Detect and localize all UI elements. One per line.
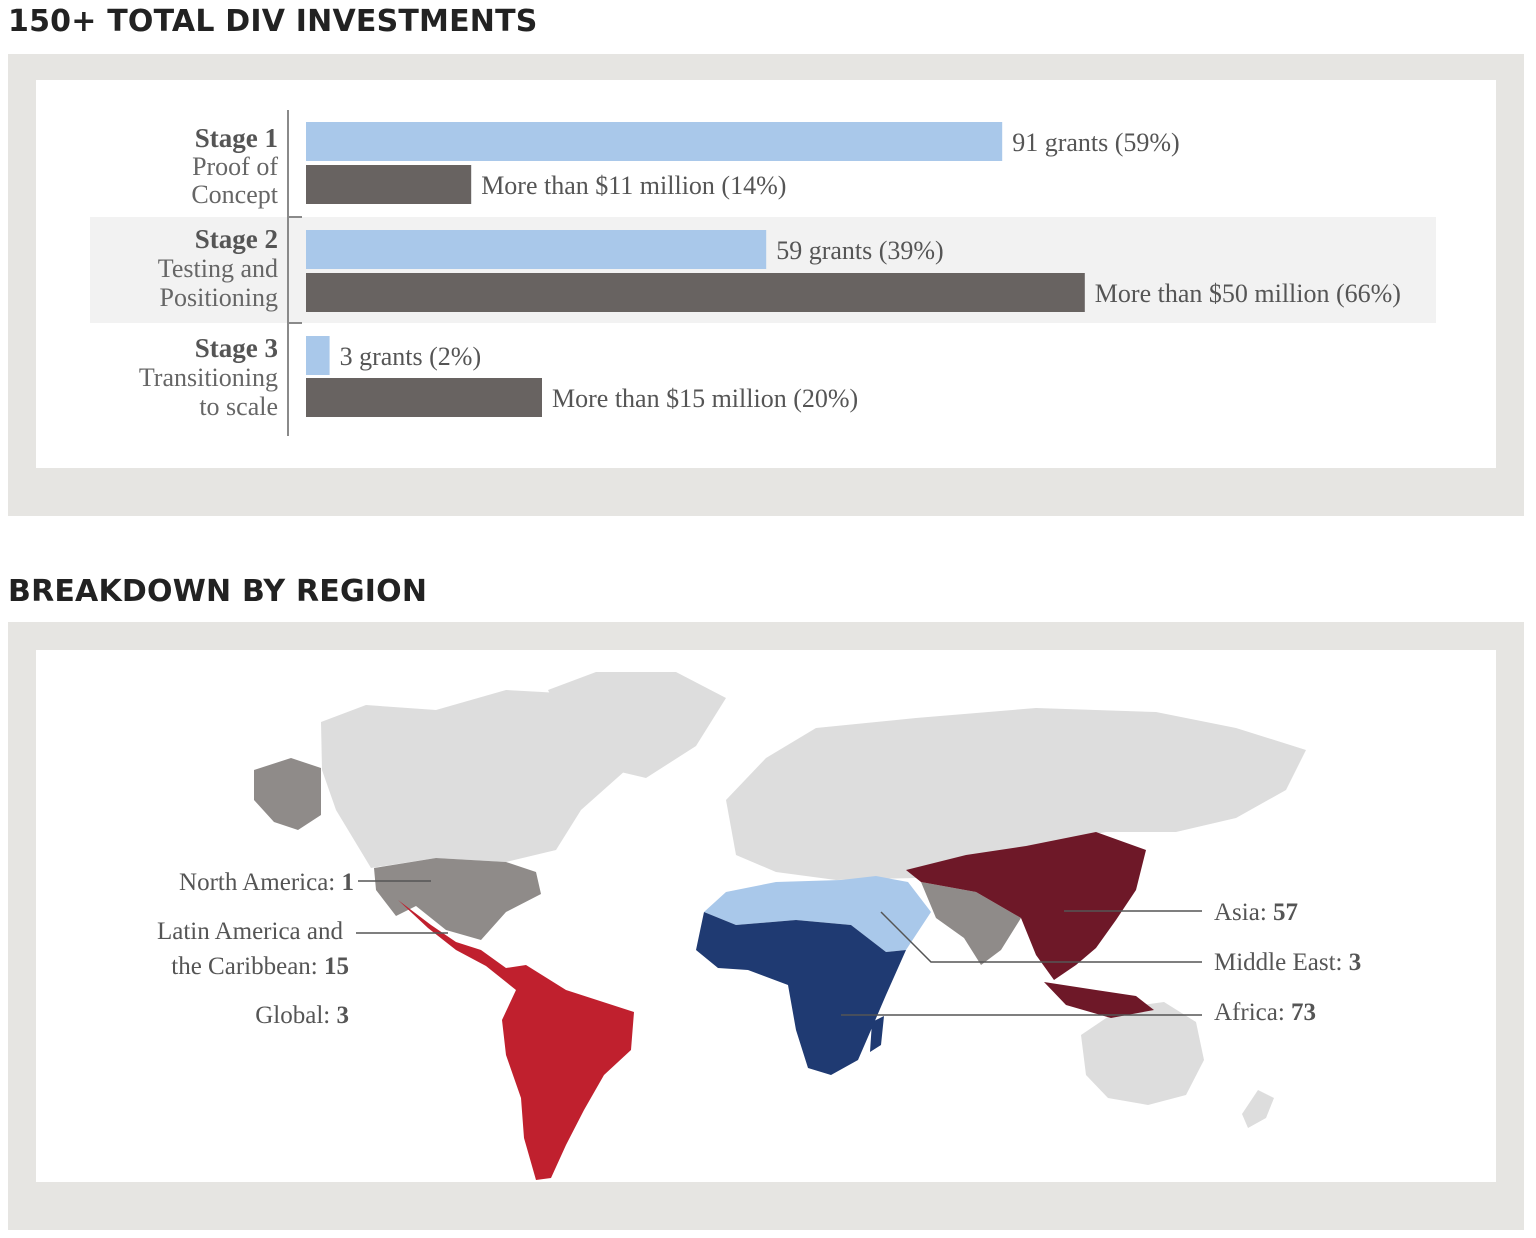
north-america-label: North America: 1	[179, 869, 354, 896]
stage-1-title: Stage 1	[195, 123, 278, 153]
grants-bar-stage-2	[306, 230, 767, 269]
stage-2-desc-line-1: Testing and	[158, 254, 278, 283]
greenland-land	[548, 672, 726, 778]
africa-label: Africa: 73	[1214, 999, 1316, 1026]
grants-label-stage-2: 59 grants (39%)	[776, 236, 944, 265]
middle-east-shape	[704, 876, 931, 952]
bar-group: 91 grants (59%) 59 grants (39%) 3 grants (…	[306, 122, 1401, 417]
stage-1-desc-line-1: Proof of	[192, 152, 278, 181]
region-frame: North America: 1 Latin America and the C…	[8, 622, 1524, 1230]
funding-bar-stage-3	[306, 378, 542, 417]
funding-label-stage-2: More than $50 million (66%)	[1095, 279, 1401, 308]
grants-bar-stage-1	[306, 122, 1003, 161]
funding-label-stage-1: More than $11 million (14%)	[481, 171, 786, 200]
middle-east-label: Middle East: 3	[1214, 949, 1361, 976]
north-america-shape	[254, 758, 541, 940]
stage-2-desc-line-2: Positioning	[160, 283, 278, 312]
funding-label-stage-3: More than $15 million (20%)	[552, 384, 858, 413]
south-asia-shape	[921, 882, 1021, 965]
region-map: North America: 1 Latin America and the C…	[157, 672, 1361, 1180]
eurasia-land	[726, 708, 1306, 880]
stage-3-desc-line-2: to scale	[199, 392, 278, 421]
region-card: North America: 1 Latin America and the C…	[36, 650, 1496, 1182]
canada-land	[321, 690, 636, 868]
region-title: BREAKDOWN BY REGION	[8, 574, 428, 609]
latin-america-label-line-1: Latin America and	[157, 918, 344, 945]
investments-frame: Stage 1 Proof of Concept Stage 2 Testing…	[8, 54, 1524, 516]
stage-3-title: Stage 3	[195, 333, 278, 363]
stage-2-title: Stage 2	[195, 224, 278, 254]
stage-bar-chart: Stage 1 Proof of Concept Stage 2 Testing…	[90, 110, 1436, 436]
other-land	[321, 672, 1306, 1128]
asia-shape	[906, 832, 1154, 1018]
latin-america-label-line-2: the Caribbean: 15	[171, 953, 349, 980]
latin-america-shape	[398, 900, 634, 1180]
global-label: Global: 3	[255, 1002, 349, 1029]
stage-3-desc-line-1: Transitioning	[139, 363, 278, 392]
middle-east-leader	[880, 911, 1202, 963]
grants-label-stage-3: 3 grants (2%)	[340, 342, 482, 371]
asia-label: Asia: 57	[1214, 899, 1298, 926]
stage-1-desc-line-2: Concept	[191, 180, 278, 209]
grants-bar-stage-3	[306, 336, 330, 375]
africa-shape	[696, 912, 906, 1075]
funding-bar-stage-1	[306, 165, 472, 204]
investments-card: Stage 1 Proof of Concept Stage 2 Testing…	[36, 80, 1496, 468]
funding-bar-stage-2	[306, 273, 1085, 312]
australia-land	[1081, 1002, 1204, 1105]
investments-title: 150+ TOTAL DIV INVESTMENTS	[8, 4, 538, 39]
new-zealand-land	[1242, 1090, 1274, 1128]
grants-label-stage-1: 91 grants (59%)	[1012, 128, 1180, 157]
